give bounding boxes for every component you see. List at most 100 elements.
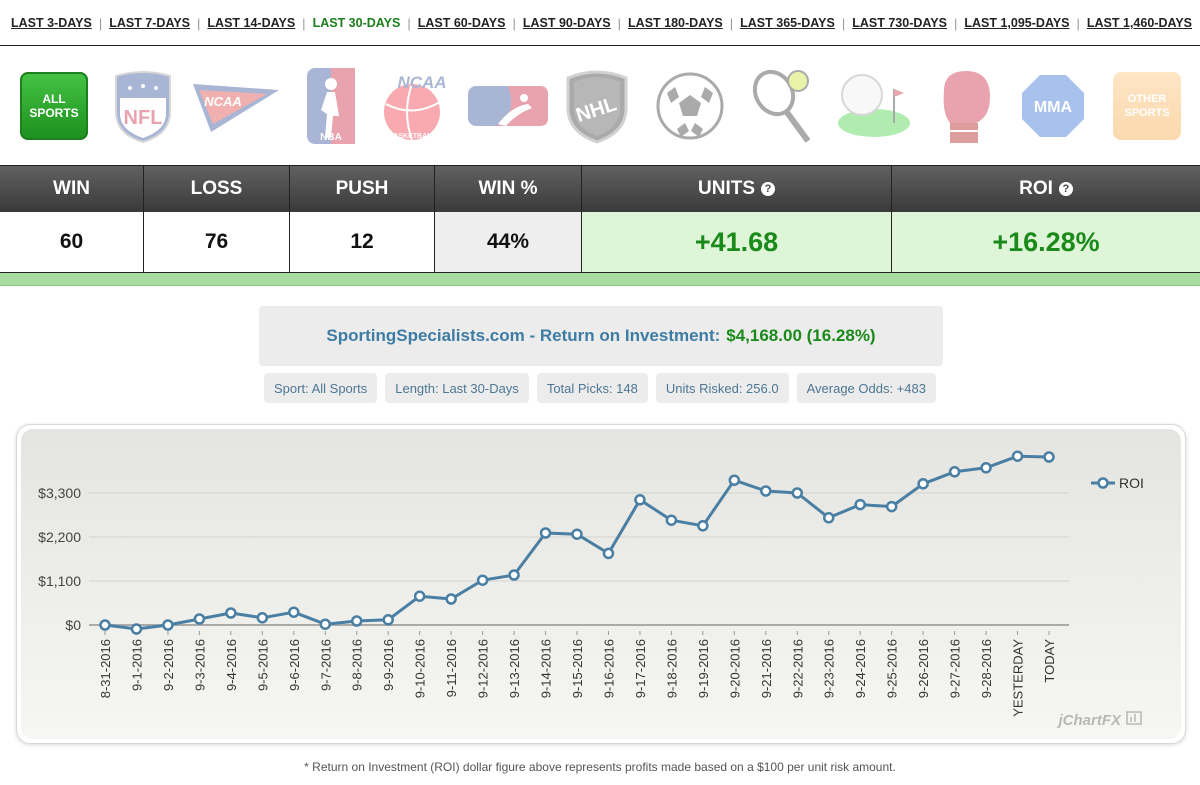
x-tick-label: 9-5-2016 [255,639,270,691]
data-point[interactable] [445,593,457,605]
period-link-last-1-095-days[interactable]: LAST 1,095-DAYS [964,16,1070,30]
sport-boxing-button[interactable] [930,70,1000,143]
other-sports-label-line2: SPORTS [1124,107,1170,119]
sport-soccer-button[interactable] [655,70,725,142]
x-tick-label: 9-1-2016 [129,639,144,691]
data-point[interactable] [854,498,866,511]
sport-ncaa-football-button[interactable]: NCAA [190,70,282,142]
ncaa-basketball-sub: BASKETBALL [388,133,436,140]
period-link-last-180-days[interactable]: LAST 180-DAYS [628,16,723,30]
period-link-last-3-days[interactable]: LAST 3-DAYS [11,16,92,30]
chip-sport: Sport: All Sports [264,373,378,403]
x-tick-label: 9-13-2016 [507,639,522,698]
period-separator: | [953,15,958,31]
data-point[interactable] [193,613,206,625]
x-tick-label: 9-11-2016 [444,639,459,697]
period-link-last-365-days[interactable]: LAST 365-DAYS [740,16,835,30]
data-point[interactable] [571,528,583,540]
win-header: WIN [0,166,144,212]
data-point[interactable] [697,520,709,532]
units-help-icon[interactable]: ? [761,182,775,196]
sport-ncaa-basketball-button[interactable]: NCAA BASKETBALL [376,70,456,142]
data-point[interactable] [162,619,174,631]
period-link-last-7-days[interactable]: LAST 7-DAYS [109,16,191,30]
x-tick-label: 9-8-2016 [350,639,365,691]
x-tick-label: 9-15-2016 [570,639,585,698]
data-point[interactable] [99,619,111,631]
data-point[interactable] [665,514,678,526]
period-link-last-14-days[interactable]: LAST 14-DAYS [207,16,296,30]
push-value: 12 [290,212,435,273]
data-point[interactable] [413,590,426,602]
x-tick-label: 9-6-2016 [287,639,302,691]
roi-heading-amount: $4,168.00 (16.28%) [726,326,876,345]
x-tick-label: 9-14-2016 [539,639,554,698]
period-item: LAST 365-DAYS [740,16,835,30]
sport-all-sports-button[interactable]: ALL SPORTS [19,70,89,142]
period-link-last-730-days[interactable]: LAST 730-DAYS [852,16,947,30]
period-separator: | [197,15,201,31]
data-point[interactable] [256,612,269,624]
period-item: LAST 7-DAYS [109,16,190,30]
period-separator: | [1076,15,1080,31]
data-point[interactable] [539,527,552,539]
roi-chart: $0 $1,100 $2,200 $3,300 8-31-2016 9-1-2016 9-… [16,424,1186,744]
footnote: * Return on Investment (ROI) dollar figu… [304,760,896,774]
data-point[interactable] [288,606,300,618]
data-point[interactable] [508,569,520,581]
data-point[interactable] [980,462,992,474]
soccer-ball-icon [656,72,724,140]
sport-golf-button[interactable] [832,70,912,142]
data-point[interactable] [885,500,898,513]
data-point[interactable] [1043,451,1055,463]
sport-nba-button[interactable]: NBA [296,68,366,144]
data-point[interactable] [382,614,394,626]
period-separator: | [98,15,103,31]
roi-chart-svg: $0 $1,100 $2,200 $3,300 8-31-2016 9-1-2016 9-… [21,429,1181,739]
period-item: LAST 90-DAYS [523,16,611,30]
boxing-glove-icon [943,71,990,143]
nba-text: NBA [320,132,342,143]
sport-nfl-button[interactable]: NFL [108,70,178,144]
data-point[interactable] [791,487,804,499]
period-link-last-1-460-days[interactable]: LAST 1,460-DAYS [1086,16,1193,30]
period-link-last-30-days[interactable]: LAST 30-DAYS [312,16,401,30]
ncaa-basketball-icon: NCAA BASKETBALL [384,73,447,141]
period-link-last-90-days[interactable]: LAST 90-DAYS [522,16,611,30]
x-tick-label: 9-12-2016 [476,639,491,698]
win-value: 60 [0,212,144,273]
data-point[interactable] [130,623,143,635]
data-point[interactable] [225,607,237,619]
stats-value-row: 60 76 12 44% +41.68 +16.28% [0,212,1200,273]
data-point[interactable] [634,494,646,506]
mma-text: MMA [1034,99,1073,116]
data-point[interactable] [760,485,772,497]
data-point[interactable] [1011,450,1024,462]
sport-selector: ALL SPORTS NFL NCAA NBA N [0,52,1200,160]
roi-help-icon[interactable]: ? [1058,182,1073,196]
data-point[interactable] [728,474,741,486]
data-point[interactable] [822,512,835,524]
data-point[interactable] [917,478,929,490]
x-tick-label: 9-25-2016 [885,639,900,698]
data-point[interactable] [319,618,332,630]
data-point[interactable] [350,615,363,627]
data-point[interactable] [602,547,615,560]
data-point[interactable] [948,466,961,478]
x-tick-label: 9-19-2016 [696,639,711,698]
sport-mlb-button[interactable] [466,70,550,142]
sport-tennis-button[interactable] [748,69,818,143]
sport-mma-button[interactable]: MMA [1018,70,1088,142]
y-tick-label: $0 [65,617,81,633]
period-link-last-60-days[interactable]: LAST 60-DAYS [417,16,506,30]
x-tick-label: TODAY [1042,639,1057,683]
x-tick-label: 9-22-2016 [790,639,805,698]
period-separator: | [729,15,734,31]
other-sports-label-line1: OTHER [1127,93,1167,105]
sport-other-sports-button[interactable]: OTHER SPORTS [1112,70,1182,142]
data-point[interactable] [476,574,489,586]
period-separator: | [512,15,516,31]
x-tick-label: 8-31-2016 [98,639,113,698]
sport-nhl-button[interactable]: NHL [562,70,632,144]
tennis-racket-icon [752,69,811,143]
